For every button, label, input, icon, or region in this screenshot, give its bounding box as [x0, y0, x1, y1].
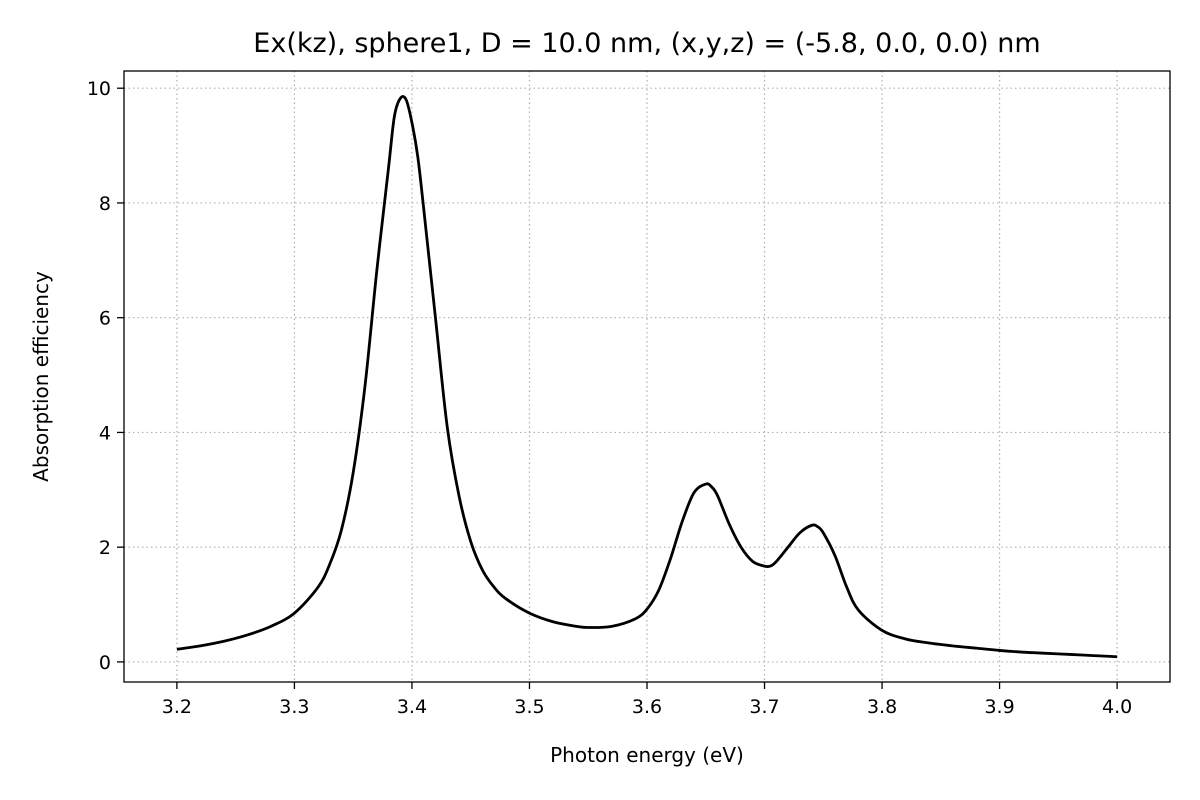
y-tick-label: 8: [99, 193, 111, 215]
series-layer: [176, 95, 1118, 659]
x-tick-label: 3.5: [514, 696, 544, 718]
x-tick-label: 3.6: [632, 696, 662, 718]
x-axis-label: Photon energy (eV): [550, 743, 744, 767]
x-tick-label: 3.8: [867, 696, 897, 718]
x-tick-label: 3.9: [984, 696, 1014, 718]
x-tick-label: 3.4: [397, 696, 427, 718]
x-tick-label: 3.3: [279, 696, 309, 718]
ticks: 3.2 3.3 3.4 3.5 3.6 3.7 3.8 3.9 4.0 0 2 4 6 8 10: [87, 78, 1132, 718]
x-tick-label: 3.7: [749, 696, 779, 718]
y-tick-label: 2: [99, 537, 111, 559]
x-tick-label: 3.2: [162, 696, 192, 718]
y-axis-label: Absorption efficiency: [29, 271, 53, 482]
chart-title: Ex(kz), sphere1, D = 10.0 nm, (x,y,z) = …: [253, 28, 1040, 59]
y-tick-label: 10: [87, 78, 111, 100]
y-tick-label: 6: [99, 308, 111, 330]
y-tick-label: 0: [99, 652, 111, 674]
series-line: [176, 95, 1118, 659]
grid: [124, 71, 1170, 682]
x-tick-label: 4.0: [1102, 696, 1132, 718]
y-tick-label: 4: [99, 422, 111, 444]
